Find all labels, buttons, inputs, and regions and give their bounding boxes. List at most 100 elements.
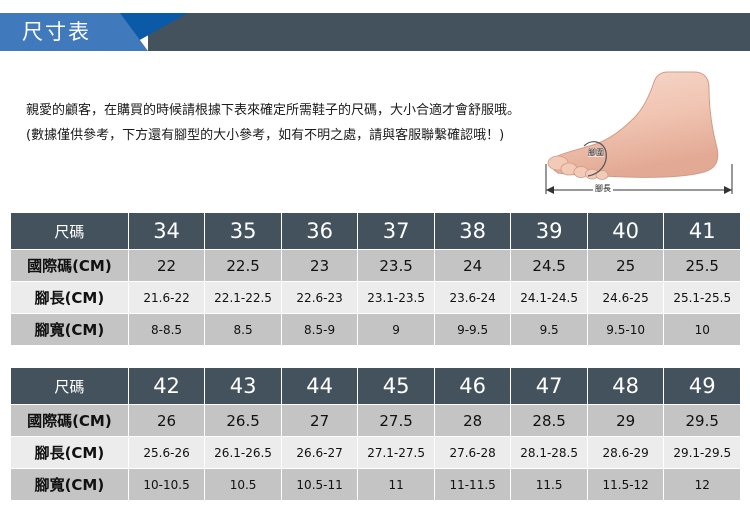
header-size-cell: 41 (663, 212, 741, 250)
data-cell: 11.5 (510, 468, 588, 501)
data-cell: 11 (357, 468, 435, 501)
table-row: 國際碼(CM) 26 26.5 27 27.5 28 28.5 29 29.5 (10, 404, 741, 437)
foot-length-label: 腳長 (593, 184, 613, 193)
header-size-cell: 43 (204, 367, 282, 405)
header-row-label: 尺碼 (10, 367, 129, 405)
data-cell: 24 (433, 249, 512, 282)
header-size-cell: 48 (586, 367, 665, 405)
data-cell: 23.5 (357, 249, 435, 282)
data-cell: 11-11.5 (433, 468, 512, 501)
header-size-cell: 45 (357, 367, 435, 405)
data-cell: 29.5 (663, 404, 741, 437)
data-cell: 10.5 (204, 468, 282, 501)
girth-measure-loop (583, 141, 607, 177)
data-cell: 10.5-11 (280, 468, 359, 501)
foot-girth-label: 腳圍 (588, 148, 604, 157)
size-table-large: 尺碼 42 43 44 45 46 47 48 49 國際碼(CM) 26 26… (10, 367, 741, 501)
table-body: 國際碼(CM) 22 22.5 23 23.5 24 24.5 25 25.5 … (10, 249, 741, 346)
size-table-small: 尺碼 34 35 36 37 38 39 40 41 國際碼(CM) 22 22… (10, 212, 741, 346)
data-cell: 12 (663, 468, 741, 501)
data-cell: 27.5 (357, 404, 435, 437)
data-cell: 25.1-25.5 (663, 281, 741, 314)
data-cell: 10-10.5 (127, 468, 206, 501)
data-cell: 11.5-12 (586, 468, 665, 501)
length-arrow-left (546, 186, 554, 194)
table-header: 尺碼 34 35 36 37 38 39 40 41 (10, 212, 741, 250)
foot-measurement-diagram: 腳圍 腳長 (536, 68, 748, 204)
data-cell: 21.6-22 (127, 281, 206, 314)
data-cell: 29.1-29.5 (663, 436, 741, 469)
data-cell: 27.6-28 (433, 436, 512, 469)
data-cell: 25 (586, 249, 665, 282)
table-body: 國際碼(CM) 26 26.5 27 27.5 28 28.5 29 29.5 … (10, 404, 741, 501)
banner-left-wedge (120, 13, 148, 51)
table-row: 腳寬(CM) 10-10.5 10.5 10.5-11 11 11-11.5 1… (10, 468, 741, 501)
foot-illustration-svg (545, 71, 733, 194)
header-size-cell: 40 (586, 212, 665, 250)
page-title: 尺寸表 (22, 20, 91, 44)
data-cell: 8.5 (204, 313, 282, 346)
data-cell: 9-9.5 (433, 313, 512, 346)
table-header: 尺碼 42 43 44 45 46 47 48 49 (10, 367, 741, 405)
banner-right-block (148, 13, 750, 51)
header-size-cell: 36 (280, 212, 359, 250)
data-cell: 24.6-25 (586, 281, 665, 314)
header-size-cell: 47 (510, 367, 588, 405)
data-cell: 28.5 (510, 404, 588, 437)
data-cell: 22.1-22.5 (204, 281, 282, 314)
data-cell: 28.1-28.5 (510, 436, 588, 469)
data-cell: 25.5 (663, 249, 741, 282)
data-cell: 10 (663, 313, 741, 346)
data-cell: 24.5 (510, 249, 588, 282)
data-cell: 9 (357, 313, 435, 346)
data-cell: 22.6-23 (280, 281, 359, 314)
header-size-cell: 38 (433, 212, 512, 250)
header-size-cell: 34 (127, 212, 206, 250)
header-size-cell: 35 (204, 212, 282, 250)
data-cell: 8-8.5 (127, 313, 206, 346)
row-label: 腳寬(CM) (10, 468, 129, 501)
header-size-cell: 44 (280, 367, 359, 405)
row-label: 國際碼(CM) (10, 249, 129, 282)
data-cell: 25.6-26 (127, 436, 206, 469)
table-row: 腳長(CM) 25.6-26 26.1-26.5 26.6-27 27.1-27… (10, 436, 741, 469)
foot-shape (551, 71, 719, 178)
data-cell: 28 (433, 404, 512, 437)
row-label: 腳長(CM) (10, 281, 129, 314)
row-label: 腳寬(CM) (10, 313, 129, 346)
table-row: 腳寬(CM) 8-8.5 8.5 8.5-9 9 9-9.5 9.5 9.5-1… (10, 313, 741, 346)
data-cell: 26 (127, 404, 206, 437)
data-cell: 29 (586, 404, 665, 437)
header-size-cell: 42 (127, 367, 206, 405)
table-row: 腳長(CM) 21.6-22 22.1-22.5 22.6-23 23.1-23… (10, 281, 741, 314)
data-cell: 22.5 (204, 249, 282, 282)
data-cell: 9.5-10 (586, 313, 665, 346)
data-cell: 22 (127, 249, 206, 282)
data-cell: 23 (280, 249, 359, 282)
row-label: 腳長(CM) (10, 436, 129, 469)
data-cell: 23.1-23.5 (357, 281, 435, 314)
data-cell: 27.1-27.5 (357, 436, 435, 469)
data-cell: 24.1-24.5 (510, 281, 588, 314)
header-size-cell: 46 (433, 367, 512, 405)
data-cell: 26.6-27 (280, 436, 359, 469)
banner-left-block (0, 13, 120, 51)
table-row: 國際碼(CM) 22 22.5 23 23.5 24 24.5 25 25.5 (10, 249, 741, 282)
table-header-row: 尺碼 42 43 44 45 46 47 48 49 (10, 367, 741, 405)
header-size-cell: 49 (663, 367, 741, 405)
length-arrow-right (724, 186, 732, 194)
data-cell: 28.6-29 (586, 436, 665, 469)
data-cell: 8.5-9 (280, 313, 359, 346)
intro-paragraph: 親愛的顧客，在購買的時候請根據下表來確定所需鞋子的尺碼，大小合適才會舒服哦。 (… (26, 103, 521, 143)
header-size-cell: 39 (510, 212, 588, 250)
data-cell: 26.5 (204, 404, 282, 437)
header-row-label: 尺碼 (10, 212, 129, 250)
table-header-row: 尺碼 34 35 36 37 38 39 40 41 (10, 212, 741, 250)
page-header-banner: 尺寸表 (0, 13, 750, 51)
toe-5 (595, 170, 609, 180)
data-cell: 26.1-26.5 (204, 436, 282, 469)
data-cell: 9.5 (510, 313, 588, 346)
row-label: 國際碼(CM) (10, 404, 129, 437)
data-cell: 27 (280, 404, 359, 437)
header-size-cell: 37 (357, 212, 435, 250)
